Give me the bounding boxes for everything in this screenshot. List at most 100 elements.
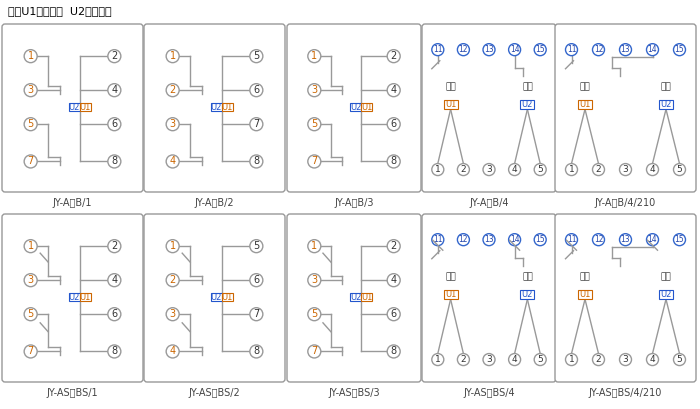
Text: 14: 14 xyxy=(510,45,519,54)
Circle shape xyxy=(509,164,521,175)
Text: 电源: 电源 xyxy=(580,82,590,91)
Circle shape xyxy=(592,44,605,56)
Circle shape xyxy=(647,44,659,56)
Circle shape xyxy=(432,164,444,175)
Bar xyxy=(350,103,361,111)
Text: 4: 4 xyxy=(650,355,655,364)
Text: 电源: 电源 xyxy=(580,272,590,281)
Text: 5: 5 xyxy=(312,119,317,129)
Text: 4: 4 xyxy=(650,165,655,174)
Text: 启动: 启动 xyxy=(661,82,671,91)
Text: U2: U2 xyxy=(350,103,361,112)
Text: 2: 2 xyxy=(461,355,466,364)
Text: 2: 2 xyxy=(111,241,118,251)
Circle shape xyxy=(534,353,546,366)
Text: 8: 8 xyxy=(253,157,260,166)
Circle shape xyxy=(483,44,495,56)
Circle shape xyxy=(387,155,400,168)
Text: 12: 12 xyxy=(594,45,603,54)
FancyBboxPatch shape xyxy=(287,24,421,192)
Bar xyxy=(80,293,91,301)
Text: 8: 8 xyxy=(253,346,260,357)
Text: U1: U1 xyxy=(80,103,91,112)
Text: 14: 14 xyxy=(648,235,657,244)
Bar xyxy=(80,103,91,111)
Text: 2: 2 xyxy=(391,241,397,251)
Text: 电源: 电源 xyxy=(445,82,456,91)
Text: U2: U2 xyxy=(69,103,80,112)
Circle shape xyxy=(457,234,470,246)
Circle shape xyxy=(534,44,546,56)
Text: 1: 1 xyxy=(568,355,575,364)
Text: 2: 2 xyxy=(111,51,118,61)
Text: 7: 7 xyxy=(312,346,317,357)
Text: 5: 5 xyxy=(253,241,260,251)
Text: 3: 3 xyxy=(486,355,492,364)
FancyBboxPatch shape xyxy=(144,214,285,382)
Text: 4: 4 xyxy=(111,275,118,285)
Text: 5: 5 xyxy=(677,165,682,174)
Circle shape xyxy=(387,49,400,63)
Text: 15: 15 xyxy=(675,45,685,54)
Bar xyxy=(211,103,222,111)
Text: 3: 3 xyxy=(169,119,176,129)
Text: 15: 15 xyxy=(536,235,545,244)
Bar xyxy=(350,293,361,301)
Text: 3: 3 xyxy=(622,355,629,364)
Text: 3: 3 xyxy=(169,309,176,319)
Text: 8: 8 xyxy=(111,346,118,357)
Circle shape xyxy=(620,164,631,175)
Bar xyxy=(69,103,80,111)
Circle shape xyxy=(592,234,605,246)
Text: 3: 3 xyxy=(486,165,492,174)
Text: 7: 7 xyxy=(27,157,34,166)
Circle shape xyxy=(24,49,37,63)
Text: 5: 5 xyxy=(538,355,543,364)
Text: 2: 2 xyxy=(461,165,466,174)
Circle shape xyxy=(250,155,263,168)
Circle shape xyxy=(483,353,495,366)
FancyBboxPatch shape xyxy=(422,24,556,192)
Text: 7: 7 xyxy=(312,157,317,166)
Circle shape xyxy=(509,353,521,366)
Text: 1: 1 xyxy=(312,51,317,61)
Circle shape xyxy=(647,234,659,246)
Text: 5: 5 xyxy=(538,165,543,174)
Text: 1: 1 xyxy=(435,165,441,174)
Text: 6: 6 xyxy=(391,119,397,129)
Circle shape xyxy=(566,44,578,56)
Text: 4: 4 xyxy=(391,275,397,285)
Text: 11: 11 xyxy=(567,45,576,54)
FancyBboxPatch shape xyxy=(287,214,421,382)
Text: U2: U2 xyxy=(522,100,533,109)
FancyBboxPatch shape xyxy=(555,214,696,382)
Circle shape xyxy=(250,274,263,287)
Circle shape xyxy=(24,84,37,97)
Circle shape xyxy=(24,155,37,168)
Circle shape xyxy=(534,234,546,246)
Circle shape xyxy=(509,44,521,56)
Text: U2: U2 xyxy=(660,290,672,299)
Circle shape xyxy=(108,49,121,63)
Circle shape xyxy=(647,164,659,175)
Circle shape xyxy=(566,164,578,175)
Circle shape xyxy=(166,240,179,253)
Circle shape xyxy=(250,345,263,358)
Circle shape xyxy=(387,240,400,253)
Circle shape xyxy=(592,164,605,175)
Bar xyxy=(444,290,458,299)
Bar xyxy=(211,293,222,301)
Text: 6: 6 xyxy=(111,119,118,129)
Text: 6: 6 xyxy=(111,309,118,319)
Circle shape xyxy=(432,234,444,246)
Circle shape xyxy=(308,308,321,321)
Circle shape xyxy=(387,345,400,358)
Text: 3: 3 xyxy=(312,275,317,285)
Text: 2: 2 xyxy=(596,165,601,174)
Text: JY-A，B/2: JY-A，B/2 xyxy=(195,198,235,208)
FancyBboxPatch shape xyxy=(2,24,143,192)
Circle shape xyxy=(620,234,631,246)
Circle shape xyxy=(250,308,263,321)
Text: U1: U1 xyxy=(445,290,456,299)
Text: U1: U1 xyxy=(80,293,91,302)
